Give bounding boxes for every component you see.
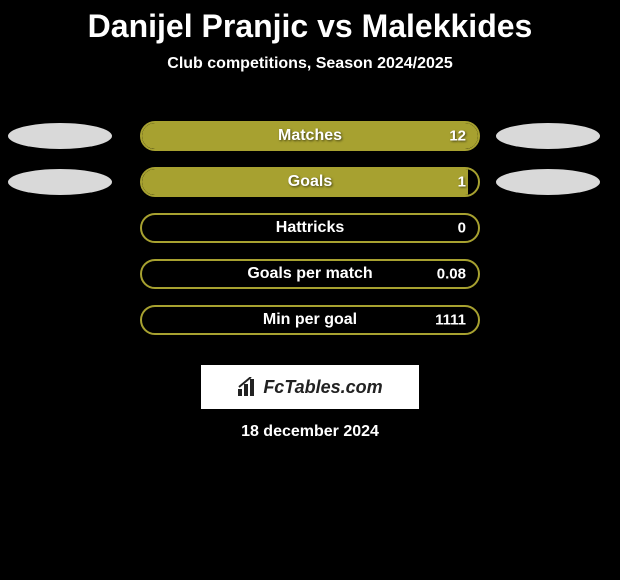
stat-label: Goals per match [247,265,372,283]
player2-marker [496,123,600,149]
stat-bar: Goals per match 0.08 [140,259,480,289]
stat-row: Min per goal 1111 [0,297,620,343]
subtitle: Club competitions, Season 2024/2025 [0,55,620,73]
stat-row: Goals per match 0.08 [0,251,620,297]
stats-list: Matches 12 Goals 1 Hattricks 0 Goals per match… [0,113,620,343]
stat-value: 12 [449,128,466,145]
vs-text: vs [317,8,353,44]
stat-label: Goals [288,173,332,191]
title: Danijel Pranjic vs Malekkides [0,8,620,45]
player1-name: Danijel Pranjic [88,8,309,44]
player2-name: Malekkides [362,8,533,44]
stat-row: Goals 1 [0,159,620,205]
logo: FcTables.com [237,377,382,398]
stat-bar: Matches 12 [140,121,480,151]
stat-value: 1 [458,174,466,191]
comparison-widget: Danijel Pranjic vs Malekkides Club compe… [0,0,620,441]
player1-marker [8,169,112,195]
stat-row: Matches 12 [0,113,620,159]
player2-marker [496,169,600,195]
logo-box[interactable]: FcTables.com [201,365,419,409]
date: 18 december 2024 [0,423,620,441]
player1-marker [8,123,112,149]
stat-value: 0.08 [437,266,466,283]
stat-value: 0 [458,220,466,237]
stat-bar: Goals 1 [140,167,480,197]
stat-label: Matches [278,127,342,145]
stat-value: 1111 [435,312,466,329]
stat-label: Hattricks [276,219,344,237]
stat-bar: Hattricks 0 [140,213,480,243]
stat-label: Min per goal [263,311,357,329]
stat-bar: Min per goal 1111 [140,305,480,335]
chart-icon [237,377,259,397]
stat-row: Hattricks 0 [0,205,620,251]
logo-text: FcTables.com [263,377,382,398]
